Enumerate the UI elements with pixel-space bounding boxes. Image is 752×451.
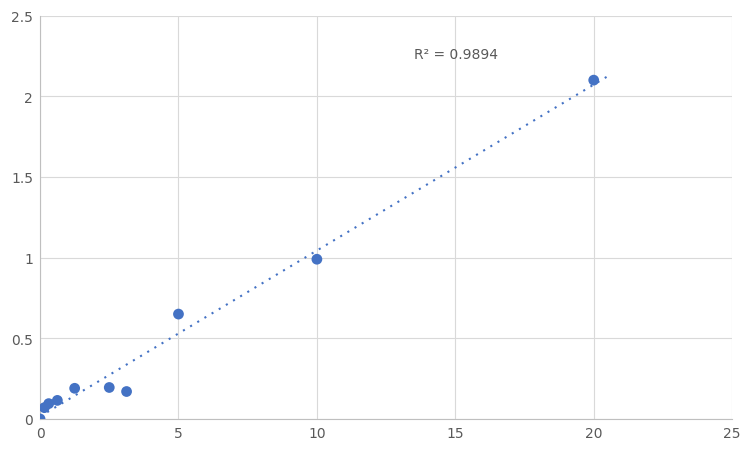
Point (103, 384, 115, 391)
Point (43, 400, 55, 407)
Point (172, 311, 184, 318)
Point (34, 415, 46, 423)
Point (588, 78, 600, 85)
Point (68, 385, 80, 392)
Point (51, 397, 63, 404)
Point (38, 404, 50, 411)
Point (311, 256, 323, 263)
Point (120, 388, 132, 395)
Text: R² = 0.9894: R² = 0.9894 (414, 48, 498, 62)
